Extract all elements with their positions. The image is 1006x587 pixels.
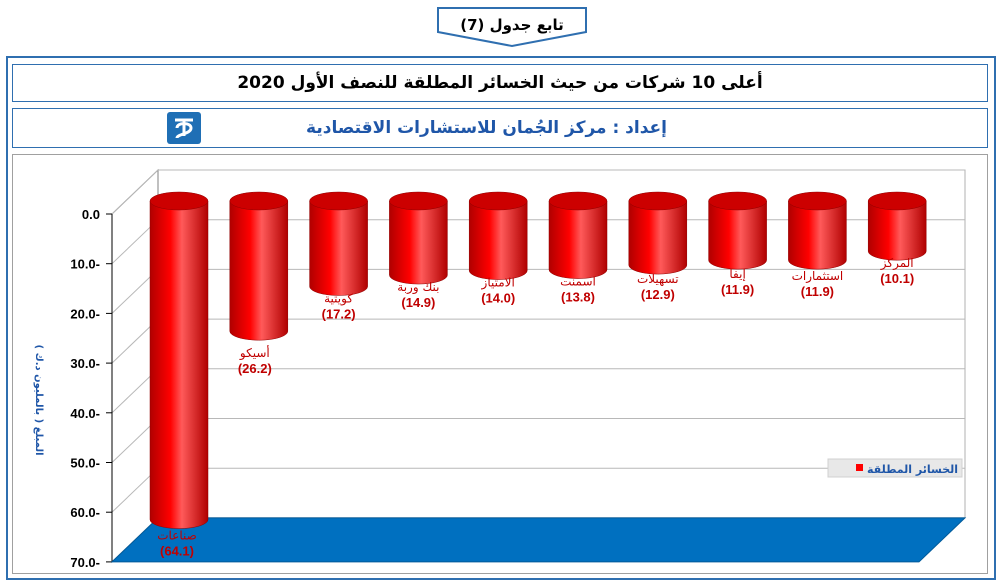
data-label: (11.9) (801, 284, 834, 299)
bar-top (468, 191, 528, 211)
bar (468, 200, 528, 280)
bar-top (149, 191, 209, 211)
y-tick-label: 20.0- (70, 306, 100, 321)
chart-floor (110, 517, 967, 563)
y-tick-label: 10.0- (70, 257, 100, 272)
y-tick-label: 70.0- (70, 555, 100, 570)
page-title: أعلى 10 شركات من حيث الخسائر المطلقة للن… (237, 73, 763, 93)
data-label: (10.1) (880, 271, 914, 286)
data-label: (26.2) (238, 361, 272, 376)
y-tick-label: 30.0- (70, 356, 100, 371)
bar (149, 200, 209, 529)
category-label: بنك وربة (397, 280, 439, 295)
bar-top (309, 191, 368, 211)
data-label: (14.0) (481, 291, 515, 306)
bar (708, 200, 767, 270)
bar-top (628, 191, 688, 211)
category-label: كويتية (324, 291, 353, 306)
bar-top (389, 191, 448, 211)
table-banner: تابع جدول (7) (436, 6, 588, 48)
data-label: (64.1) (160, 544, 194, 559)
data-label: (17.2) (322, 306, 356, 321)
category-label: صناعات (157, 529, 197, 543)
report-frame (6, 56, 996, 580)
bar-top (867, 191, 927, 211)
bar (628, 200, 688, 275)
category-label: الامتياز (481, 276, 515, 291)
data-label: (12.9) (641, 287, 675, 302)
y-tick-label: 40.0- (70, 406, 100, 421)
bar-top (548, 191, 608, 211)
y-tick-label: 60.0- (70, 505, 100, 520)
y-tick-label: 0.0 (82, 207, 100, 222)
legend-label: الخسائر المطلقة (867, 463, 958, 476)
bar-top (788, 191, 847, 211)
legend-box (827, 458, 963, 478)
bar (788, 200, 847, 270)
legend-swatch (856, 464, 863, 471)
bar (229, 200, 289, 341)
bar (309, 200, 368, 296)
banner-title: تابع جدول (7) (460, 16, 564, 34)
category-label: استثمارات (792, 269, 844, 284)
page-title-box: أعلى 10 شركات من حيث الخسائر المطلقة للن… (12, 64, 988, 102)
gridline-side (111, 169, 159, 215)
banner-arrow-shape (437, 7, 587, 48)
credit-text: إعداد : مركز الجُمان للاستشارات الاقتصاد… (306, 118, 667, 138)
y-tick-label: 50.0- (70, 456, 100, 471)
category-label: أسيكو (239, 345, 270, 361)
category-label: اسمنت (560, 275, 596, 289)
bar (867, 200, 927, 261)
bar-top (708, 191, 767, 211)
category-label: تسهيلات (637, 272, 679, 286)
bar (389, 200, 448, 285)
data-label: (13.8) (561, 290, 595, 305)
data-label: (11.9) (721, 282, 754, 297)
chart-area (12, 154, 988, 574)
y-axis-label: المبلغ ( بالمليون د.ك ) (33, 345, 44, 456)
bar (548, 200, 608, 279)
aljoman-logo-icon (167, 112, 201, 144)
credit-box: إعداد : مركز الجُمان للاستشارات الاقتصاد… (12, 108, 988, 148)
category-label: المركز (880, 256, 914, 271)
data-label: (14.9) (401, 295, 435, 310)
category-label: إيفا (729, 267, 745, 281)
bar-top (229, 191, 289, 211)
